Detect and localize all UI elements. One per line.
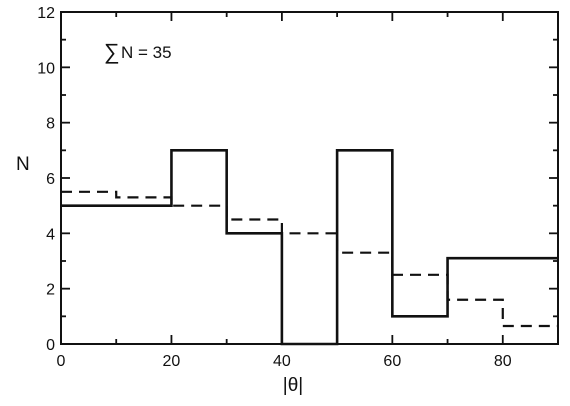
y-axis-title: N <box>16 154 30 175</box>
x-tick-label: 0 <box>57 353 66 370</box>
annotation-sum-symbol: ∑ <box>104 39 120 64</box>
x-tick-label: 20 <box>163 353 181 370</box>
y-tick-label: 6 <box>46 171 55 188</box>
solid-histogram-line <box>61 149 558 346</box>
y-tick-label: 4 <box>46 226 55 243</box>
y-tick-label: 12 <box>37 5 55 22</box>
x-axis-title: |θ| <box>283 375 303 396</box>
dashed-histogram-line <box>61 190 558 328</box>
x-tick-label: 80 <box>494 353 512 370</box>
y-tick-label: 2 <box>46 282 55 299</box>
axis-ticks: 0 20 40 60 80 0 2 4 6 8 10 12 <box>37 5 559 370</box>
annotation-text: N = 35 <box>121 43 172 62</box>
y-tick-label: 8 <box>46 116 55 133</box>
x-tick-label: 40 <box>273 353 291 370</box>
y-tick-label: 0 <box>46 337 55 354</box>
x-tick-label: 60 <box>383 353 401 370</box>
histogram-series <box>61 149 558 346</box>
y-tick-label: 10 <box>37 60 55 77</box>
